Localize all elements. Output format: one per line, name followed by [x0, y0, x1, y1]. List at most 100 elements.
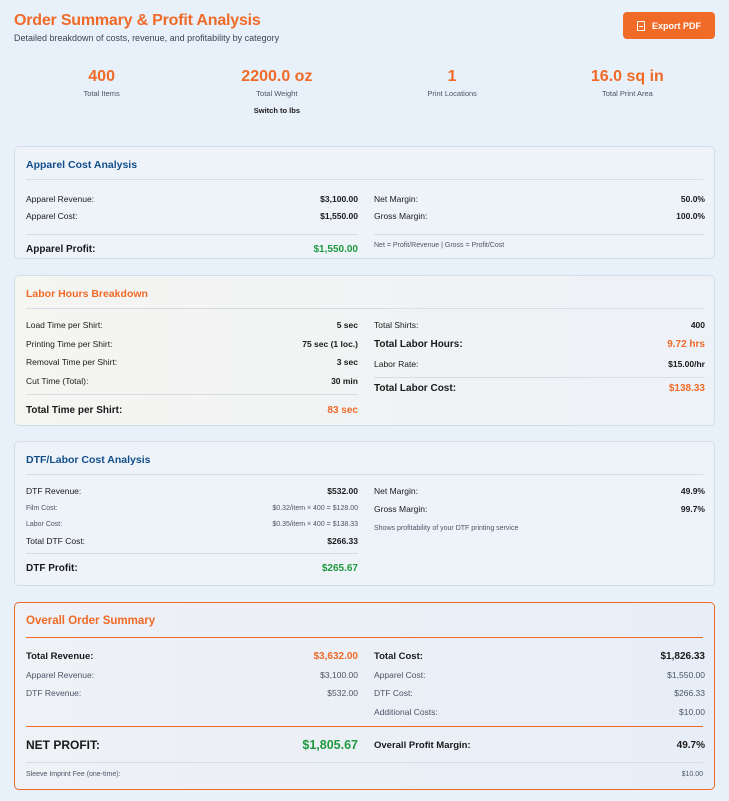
divider [26, 234, 358, 235]
divider [26, 394, 358, 395]
gross-margin-label: Gross Margin: [374, 504, 428, 514]
apparel-gross-margin-row: Gross Margin: 100.0% [374, 207, 705, 224]
load-time-value: 5 sec [336, 320, 358, 331]
dtf-revenue-label: DTF Revenue: [26, 688, 82, 698]
overall-left-column: Total Revenue: $3,632.00 Apparel Revenue… [26, 646, 358, 702]
dtf-profit-label: DTF Profit: [26, 562, 78, 574]
overall-dtf-cost-row: DTF Cost: $266.33 [374, 684, 705, 702]
total-dtf-cost-label: Total DTF Cost: [26, 536, 86, 546]
printing-time-value: 75 sec (1 loc.) [302, 338, 358, 349]
divider [26, 762, 703, 763]
sleeve-fee-label: Sleeve Imprint Fee (one-time): [26, 770, 121, 778]
stat-label: Total Items [83, 89, 120, 98]
film-cost-value: $0.32/item × 400 = $128.00 [272, 504, 358, 512]
stat-print-area: 16.0 sq in Total Print Area [540, 68, 715, 118]
stat-total-weight: 2200.0 oz Total Weight Switch to lbs [189, 68, 364, 118]
stat-value: 16.0 sq in [590, 68, 664, 85]
overall-margin-row: Overall Profit Margin: 49.7% [374, 734, 705, 756]
net-margin-value: 50.0% [680, 193, 705, 204]
gross-margin-value: 100.0% [676, 210, 705, 221]
overall-margin-value: 49.7% [676, 739, 705, 751]
labor-rate-label: Labor Rate: [374, 359, 419, 369]
overall-apparel-revenue-row: Apparel Revenue: $3,100.00 [26, 666, 358, 684]
printing-time-row: Printing Time per Shirt: 75 sec (1 loc.) [26, 335, 358, 354]
total-time-value: 83 sec [327, 404, 358, 416]
switch-units-button[interactable]: Switch to lbs [253, 106, 300, 115]
gross-margin-label: Gross Margin: [374, 210, 428, 221]
apparel-cost-row: Apparel Cost: $1,550.00 [26, 207, 358, 224]
additional-costs-label: Additional Costs: [374, 707, 438, 717]
apparel-cost-label: Apparel Cost: [26, 210, 78, 221]
total-shirts-row: Total Shirts: 400 [374, 316, 705, 335]
overall-dtf-revenue-row: DTF Revenue: $532.00 [26, 684, 358, 702]
total-cost-label: Total Cost: [374, 650, 423, 662]
total-labor-hours-value: 9.72 hrs [667, 339, 705, 350]
summary-stats: 400 Total Items 2200.0 oz Total Weight S… [14, 68, 715, 118]
divider [26, 553, 358, 554]
overall-summary-card: Overall Order Summary Total Revenue: $3,… [14, 602, 715, 790]
total-labor-cost-value: $138.33 [668, 383, 705, 394]
apparel-revenue-value: $3,100.00 [320, 193, 358, 204]
sleeve-fee-value: $10.00 [681, 770, 703, 778]
cut-time-row: Cut Time (Total): 30 min [26, 372, 358, 391]
dtf-revenue-row: DTF Revenue: $532.00 [26, 482, 358, 500]
dtf-net-margin-row: Net Margin: 49.9% [374, 482, 705, 500]
labor-rate-value: $15.00/hr [668, 359, 705, 369]
apparel-cost-value: $1,550.00 [667, 670, 705, 680]
divider [374, 376, 705, 378]
film-cost-label: Film Cost: [26, 504, 58, 512]
labor-card-title: Labor Hours Breakdown [26, 288, 148, 300]
overall-margin-label: Overall Profit Margin: [374, 739, 471, 751]
cut-time-value: 30 min [331, 375, 358, 386]
printing-time-label: Printing Time per Shirt: [26, 338, 113, 349]
apparel-revenue-row: Apparel Revenue: $3,100.00 [26, 190, 358, 207]
total-time-label: Total Time per Shirt: [26, 404, 123, 416]
page-subtitle: Detailed breakdown of costs, revenue, an… [14, 33, 280, 43]
labor-cost-row: Labor Cost: $0.35/item × 400 = $138.33 [26, 516, 358, 532]
cut-time-label: Cut Time (Total): [26, 375, 89, 386]
dtf-revenue-value: $532.00 [327, 688, 358, 698]
overall-apparel-cost-row: Apparel Cost: $1,550.00 [374, 666, 705, 684]
page-title: Order Summary & Profit Analysis [14, 12, 261, 29]
removal-time-label: Removal Time per Shirt: [26, 357, 118, 368]
net-profit-row: NET PROFIT: $1,805.67 [26, 734, 358, 756]
page-header: Order Summary & Profit Analysis Detailed… [14, 12, 715, 46]
film-cost-row: Film Cost: $0.32/item × 400 = $128.00 [26, 500, 358, 516]
divider [26, 474, 703, 475]
dtf-revenue-value: $532.00 [327, 486, 358, 496]
overall-card-title: Overall Order Summary [26, 615, 156, 627]
dtf-revenue-label: DTF Revenue: [26, 486, 82, 496]
export-pdf-label: Export PDF [651, 20, 701, 31]
divider [374, 234, 705, 235]
total-labor-hours-label: Total Labor Hours: [374, 339, 463, 350]
apparel-cost-card: Apparel Cost Analysis Apparel Revenue: $… [14, 146, 715, 259]
apparel-cost-label: Apparel Cost: [374, 670, 426, 680]
dtf-gross-margin-row: Gross Margin: 99.7% [374, 500, 705, 518]
stat-value: 1 [447, 68, 457, 85]
apparel-card-title: Apparel Cost Analysis [26, 159, 138, 171]
total-revenue-label: Total Revenue: [26, 650, 94, 662]
stat-label: Total Weight [256, 89, 298, 98]
sleeve-fee-column: Sleeve Imprint Fee (one-time): $10.00 [26, 766, 703, 782]
dtf-right-column: Net Margin: 49.9% Gross Margin: 99.7% Sh… [374, 482, 705, 532]
gross-margin-value: 99.7% [680, 504, 705, 514]
dtf-profit-value: $265.67 [321, 562, 358, 574]
stat-print-locations: 1 Print Locations [365, 68, 540, 118]
total-cost-row: Total Cost: $1,826.33 [374, 646, 705, 666]
total-shirts-value: 400 [690, 320, 705, 331]
divider [26, 179, 703, 180]
sleeve-fee-row: Sleeve Imprint Fee (one-time): $10.00 [26, 766, 703, 782]
net-profit-label: NET PROFIT: [26, 738, 100, 752]
total-shirts-label: Total Shirts: [374, 320, 419, 331]
stat-total-items: 400 Total Items [14, 68, 189, 118]
export-pdf-button[interactable]: Export PDF [623, 12, 715, 39]
file-pdf-icon [636, 20, 645, 31]
dtf-profit-row: DTF Profit: $265.67 [26, 556, 358, 580]
margin-note: Net = Profit/Revenue | Gross = Profit/Co… [374, 242, 505, 249]
divider [26, 637, 703, 638]
total-dtf-cost-row: Total DTF Cost: $266.33 [26, 532, 358, 550]
apparel-right-column: Net Margin: 50.0% Gross Margin: 100.0% N… [374, 190, 705, 249]
dtf-left-column: DTF Revenue: $532.00 Film Cost: $0.32/it… [26, 482, 358, 580]
apparel-revenue-label: Apparel Revenue: [26, 670, 95, 680]
dtf-card-title: DTF/Labor Cost Analysis [26, 454, 151, 466]
